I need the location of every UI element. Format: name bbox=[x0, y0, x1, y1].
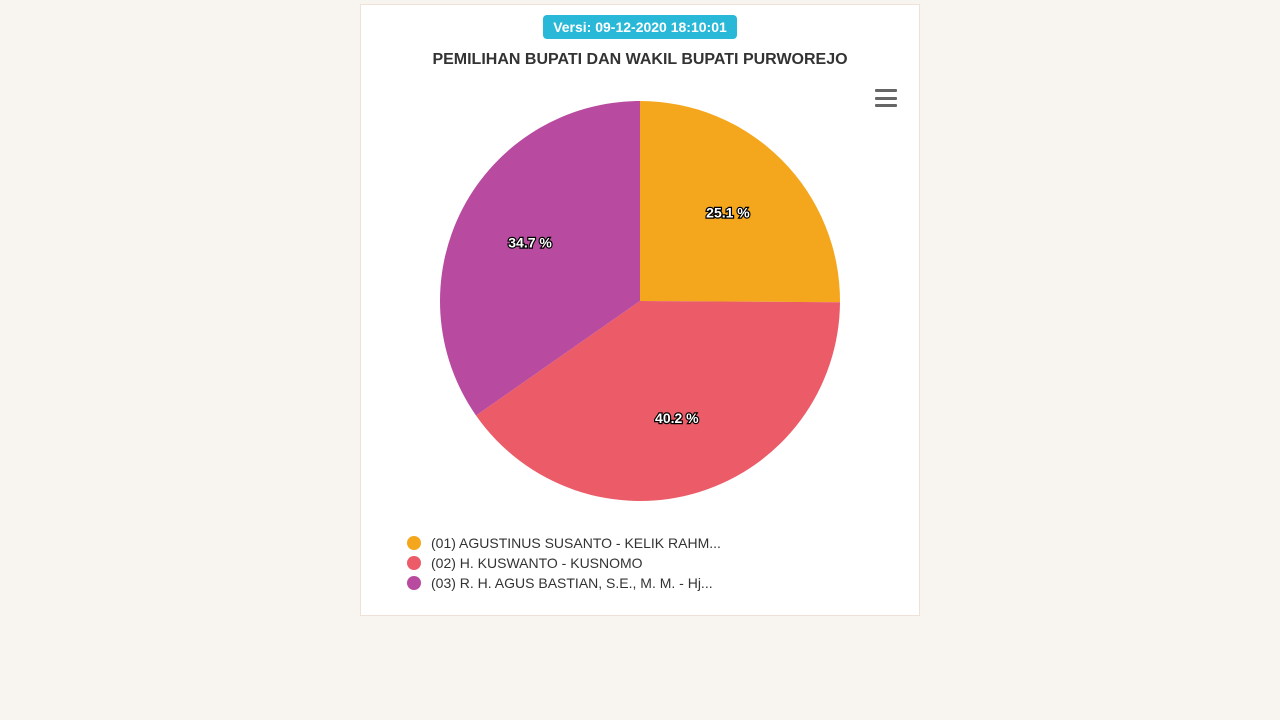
chart-card: Versi: 09-12-2020 18:10:01 PEMILIHAN BUP… bbox=[360, 4, 920, 616]
pie-slice-label: 34.7 % bbox=[508, 234, 552, 250]
version-badge-wrap: Versi: 09-12-2020 18:10:01 bbox=[381, 15, 899, 39]
legend-swatch bbox=[407, 576, 421, 590]
legend-swatch bbox=[407, 536, 421, 550]
pie-slice-label: 25.1 % bbox=[706, 204, 750, 220]
legend: (01) AGUSTINUS SUSANTO - KELIK RAHM... (0… bbox=[381, 535, 899, 591]
pie-slice-label: 40.2 % bbox=[655, 410, 699, 426]
legend-label: (03) R. H. AGUS BASTIAN, S.E., M. M. - H… bbox=[431, 575, 713, 591]
legend-item[interactable]: (03) R. H. AGUS BASTIAN, S.E., M. M. - H… bbox=[407, 575, 899, 591]
version-badge: Versi: 09-12-2020 18:10:01 bbox=[543, 15, 737, 39]
legend-label: (01) AGUSTINUS SUSANTO - KELIK RAHM... bbox=[431, 535, 721, 551]
hamburger-menu-icon[interactable] bbox=[875, 89, 897, 107]
legend-label: (02) H. KUSWANTO - KUSNOMO bbox=[431, 555, 643, 571]
pie-slice[interactable] bbox=[640, 101, 840, 302]
legend-swatch bbox=[407, 556, 421, 570]
legend-item[interactable]: (02) H. KUSWANTO - KUSNOMO bbox=[407, 555, 899, 571]
chart-title: PEMILIHAN BUPATI DAN WAKIL BUPATI PURWOR… bbox=[421, 49, 859, 71]
pie-chart: 25.1 % 40.2 % 34.7 % bbox=[381, 91, 899, 511]
legend-item[interactable]: (01) AGUSTINUS SUSANTO - KELIK RAHM... bbox=[407, 535, 899, 551]
